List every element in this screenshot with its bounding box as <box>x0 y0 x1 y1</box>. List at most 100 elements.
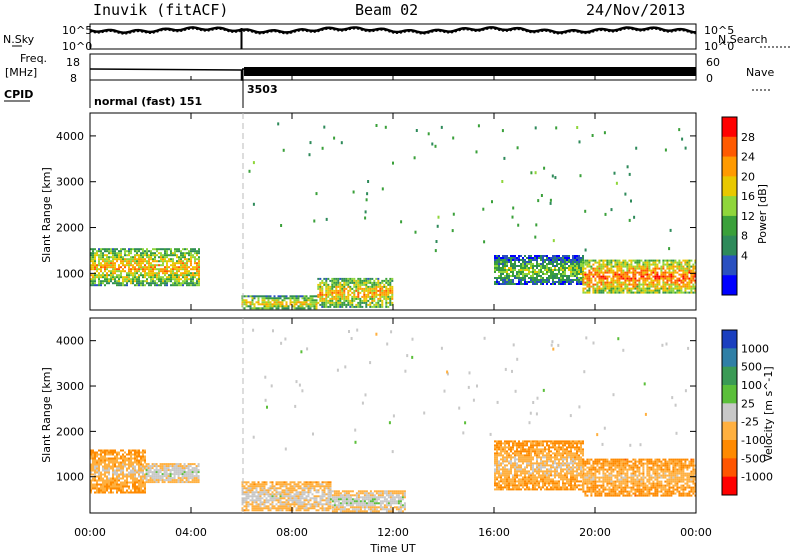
data-cell <box>163 469 166 472</box>
data-cell <box>187 467 190 470</box>
data-cell <box>530 488 532 491</box>
data-cell <box>323 305 326 308</box>
data-cell <box>560 259 562 261</box>
data-cell <box>600 277 603 280</box>
data-cell <box>114 250 116 253</box>
data-cell <box>506 474 508 477</box>
data-cell <box>331 508 334 511</box>
data-cell <box>170 258 172 261</box>
data-cell <box>163 467 166 470</box>
data-cell <box>498 444 500 447</box>
data-cell <box>365 510 368 513</box>
data-cell <box>664 263 667 266</box>
data-cell <box>90 471 92 474</box>
data-cell <box>524 442 526 445</box>
data-cell <box>295 485 298 488</box>
data-cell <box>275 483 278 486</box>
data-cell <box>161 481 164 484</box>
data-cell <box>666 263 669 266</box>
data-cell <box>112 487 114 490</box>
data-cell <box>128 254 130 257</box>
data-cell <box>174 284 176 287</box>
data-cell <box>96 479 98 482</box>
data-cell <box>309 303 312 306</box>
data-cell <box>267 303 270 306</box>
data-cell <box>185 467 188 470</box>
data-cell <box>196 258 198 261</box>
data-cell <box>122 467 124 470</box>
data-cell <box>96 461 98 464</box>
data-cell <box>251 507 254 510</box>
data-cell <box>118 254 120 257</box>
data-cell <box>494 446 496 449</box>
data-cell <box>504 283 506 285</box>
data-cell <box>496 452 498 455</box>
data-cell <box>642 279 645 282</box>
data-cell <box>393 496 396 499</box>
data-cell <box>385 281 388 284</box>
data-cell <box>510 255 512 257</box>
data-cell <box>498 468 500 471</box>
data-cell <box>512 488 514 491</box>
data-cell <box>267 505 270 508</box>
data-cell <box>145 479 148 482</box>
data-cell <box>526 269 528 271</box>
data-cell <box>120 449 122 452</box>
data-cell <box>114 282 116 285</box>
data-cell <box>630 277 633 280</box>
data-cell <box>112 268 114 271</box>
data-cell <box>277 501 280 504</box>
data-cell <box>648 277 651 280</box>
data-cell <box>189 471 192 474</box>
data-cell <box>514 458 516 461</box>
data-cell <box>153 469 156 472</box>
data-cell <box>638 287 641 290</box>
data-cell <box>520 482 522 485</box>
data-cell <box>295 493 298 496</box>
data-cell <box>504 265 506 267</box>
data-cell <box>136 457 138 460</box>
data-cell <box>174 278 176 281</box>
data-cell <box>341 287 344 290</box>
data-cell <box>100 280 102 283</box>
data-cell <box>120 272 122 275</box>
data-cell <box>596 273 599 276</box>
data-cell <box>570 283 572 285</box>
data-cell <box>626 283 629 286</box>
data-cell <box>173 471 176 474</box>
data-cell <box>532 275 534 277</box>
data-cell <box>500 486 502 489</box>
data-cell <box>287 505 290 508</box>
data-cell <box>144 451 146 454</box>
data-cell <box>355 303 358 306</box>
data-cell <box>120 248 122 251</box>
data-cell <box>171 481 174 484</box>
data-cell <box>546 281 548 283</box>
data-cell <box>494 283 496 285</box>
data-cell <box>652 261 655 264</box>
data-cell <box>92 487 94 490</box>
data-cell <box>118 465 120 468</box>
data-cell <box>548 275 550 277</box>
data-cell <box>628 271 631 274</box>
data-cell <box>353 281 356 284</box>
data-cell <box>182 274 184 277</box>
data-cell <box>309 497 312 500</box>
data-cell <box>261 487 264 490</box>
data-cell <box>126 475 128 478</box>
data-cell <box>337 492 340 495</box>
data-cell <box>635 146 638 150</box>
data-cell <box>198 278 200 281</box>
data-cell <box>118 469 120 472</box>
data-cell <box>299 305 302 308</box>
data-cell <box>108 449 110 452</box>
data-cell <box>343 500 346 503</box>
data-cell <box>512 283 514 285</box>
data-cell <box>530 440 532 443</box>
data-cell <box>173 477 176 480</box>
data-cell <box>293 503 296 506</box>
data-cell <box>359 279 362 282</box>
data-cell <box>648 275 651 278</box>
data-cell <box>608 287 611 290</box>
data-cell <box>331 295 334 298</box>
